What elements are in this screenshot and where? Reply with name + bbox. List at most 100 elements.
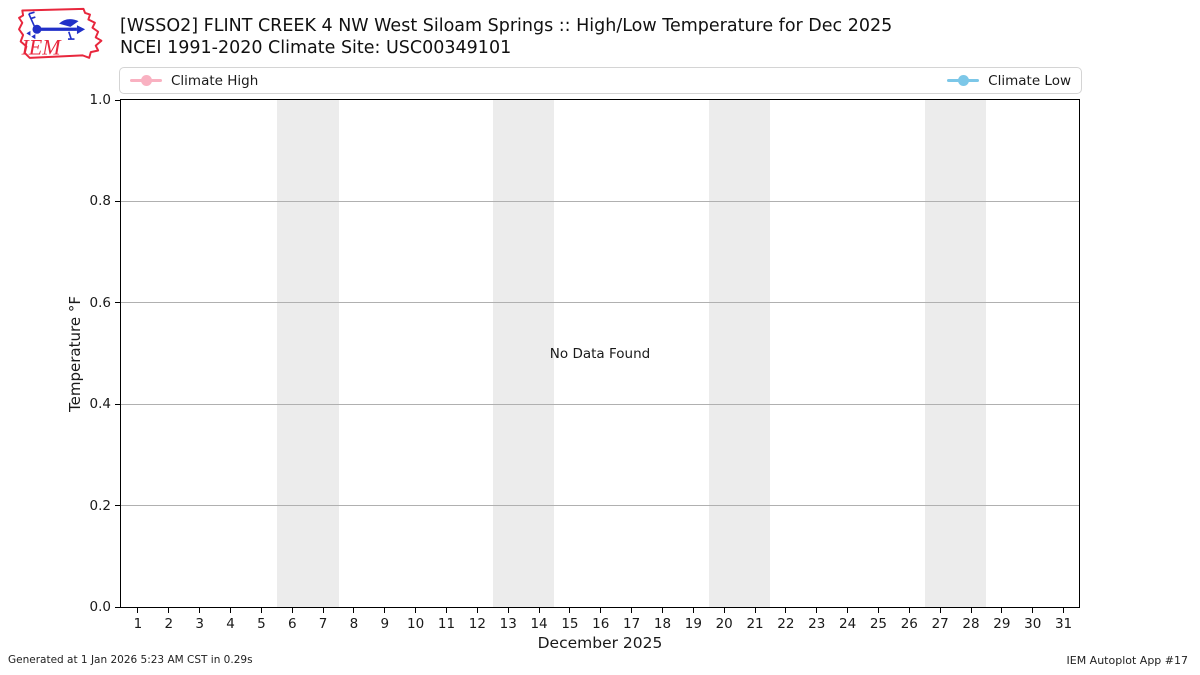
x-tick-label: 5 <box>257 616 266 632</box>
x-tick-mark <box>384 607 386 613</box>
x-tick-label: 22 <box>777 616 795 632</box>
x-tick-mark <box>569 607 571 613</box>
x-tick-label: 13 <box>499 616 517 632</box>
y-gridline <box>121 403 1079 405</box>
x-tick-mark <box>939 607 941 613</box>
y-gridline <box>121 302 1079 304</box>
x-tick-label: 9 <box>380 616 390 632</box>
x-tick-label: 26 <box>900 616 918 632</box>
x-tick-mark <box>322 607 324 613</box>
x-tick-label: 6 <box>287 616 297 632</box>
x-tick-mark <box>507 607 509 613</box>
x-tick-mark <box>847 607 849 613</box>
y-tick-mark <box>115 99 121 101</box>
no-data-message: No Data Found <box>549 345 651 362</box>
chart-title: [WSSO2] FLINT CREEK 4 NW West Siloam Spr… <box>120 16 893 36</box>
x-tick-mark <box>538 607 540 613</box>
x-tick-mark <box>723 607 725 613</box>
legend-item-climate-high: Climate High <box>130 73 258 89</box>
blue-line-marker-icon <box>947 75 980 87</box>
x-tick-label: 24 <box>839 616 857 632</box>
x-tick-label: 25 <box>869 616 888 632</box>
chart-subtitle: NCEI 1991-2020 Climate Site: USC00349101 <box>120 38 512 58</box>
x-tick-label: 28 <box>962 616 980 632</box>
x-tick-label: 30 <box>1024 616 1042 632</box>
x-tick-label: 10 <box>407 616 425 632</box>
y-tick-label: 1.0 <box>89 92 111 108</box>
x-tick-mark <box>692 607 694 613</box>
x-tick-label: 4 <box>226 616 235 632</box>
legend-item-climate-low: Climate Low <box>947 73 1071 89</box>
generated-timestamp: Generated at 1 Jan 2026 5:23 AM CST in 0… <box>8 654 253 666</box>
x-tick-label: 16 <box>592 616 610 632</box>
y-tick-label: 0.0 <box>89 599 111 615</box>
y-gridline <box>121 505 1079 507</box>
x-tick-mark <box>168 607 170 613</box>
x-tick-mark <box>631 607 633 613</box>
x-tick-label: 8 <box>349 616 359 632</box>
x-tick-label: 3 <box>195 616 204 632</box>
x-tick-mark <box>970 607 972 613</box>
weather-vane-icon <box>26 11 86 40</box>
x-tick-mark <box>230 607 232 613</box>
x-tick-mark <box>908 607 910 613</box>
x-tick-label: 31 <box>1054 616 1073 632</box>
x-tick-mark <box>661 607 663 613</box>
iem-logo: IEM <box>18 7 103 60</box>
x-tick-label: 1 <box>133 616 143 632</box>
x-tick-label: 2 <box>164 616 174 632</box>
x-tick-label: 7 <box>318 616 328 632</box>
x-tick-label: 27 <box>931 616 949 632</box>
y-gridline <box>121 200 1079 202</box>
chart-title-block: [WSSO2] FLINT CREEK 4 NW West Siloam Spr… <box>120 15 892 59</box>
legend: Climate High Climate Low <box>119 67 1082 94</box>
iem-logo-text: IEM <box>20 35 62 60</box>
x-tick-mark <box>1001 607 1003 613</box>
weekend-shading-band <box>276 100 339 607</box>
x-tick-label: 15 <box>561 616 579 632</box>
y-tick-label: 0.6 <box>89 294 111 311</box>
x-tick-label: 29 <box>993 616 1011 632</box>
y-tick-mark <box>115 302 121 304</box>
weekend-shading-band <box>708 100 771 607</box>
y-tick-label: 0.4 <box>89 396 111 413</box>
weekend-shading-band <box>492 100 555 607</box>
x-tick-label: 21 <box>746 616 764 632</box>
x-tick-label: 12 <box>468 616 486 632</box>
x-tick-mark <box>260 607 262 613</box>
app-attribution: IEM Autoplot App #17 <box>1066 654 1189 667</box>
x-tick-label: 20 <box>715 616 733 632</box>
x-tick-label: 17 <box>623 616 641 632</box>
y-tick-mark <box>115 606 121 608</box>
iowa-outline <box>18 7 103 59</box>
x-tick-label: 14 <box>530 616 548 632</box>
x-tick-mark <box>600 607 602 613</box>
x-axis-label: December 2025 <box>537 634 663 652</box>
x-tick-mark <box>1063 607 1065 613</box>
x-tick-label: 19 <box>684 616 702 632</box>
x-tick-mark <box>137 607 139 613</box>
x-tick-mark <box>291 607 293 613</box>
y-tick-label: 0.8 <box>89 193 111 210</box>
legend-label: Climate High <box>171 72 259 89</box>
x-tick-label: 18 <box>653 616 672 632</box>
x-tick-mark <box>754 607 756 613</box>
x-tick-mark <box>1032 607 1034 613</box>
x-tick-mark <box>415 607 417 613</box>
x-tick-label: 11 <box>437 616 456 632</box>
x-tick-label: 23 <box>808 616 826 632</box>
x-tick-mark <box>816 607 818 613</box>
x-tick-mark <box>877 607 879 613</box>
pink-line-marker-icon <box>130 75 162 87</box>
weekend-shading-band <box>924 100 987 607</box>
x-tick-mark <box>199 607 201 613</box>
x-tick-mark <box>353 607 355 613</box>
legend-label: Climate Low <box>988 72 1071 89</box>
y-tick-label: 0.2 <box>89 497 111 514</box>
y-tick-mark <box>115 403 121 405</box>
x-tick-mark <box>446 607 447 613</box>
plot-area: No Data Found 0.0 0.2 0.4 0.6 0.8 1.0 1 2 3 4 5 6 7 8… <box>90 92 1080 632</box>
y-axis-label: Temperature °F <box>66 296 84 412</box>
x-tick-mark <box>476 607 478 613</box>
